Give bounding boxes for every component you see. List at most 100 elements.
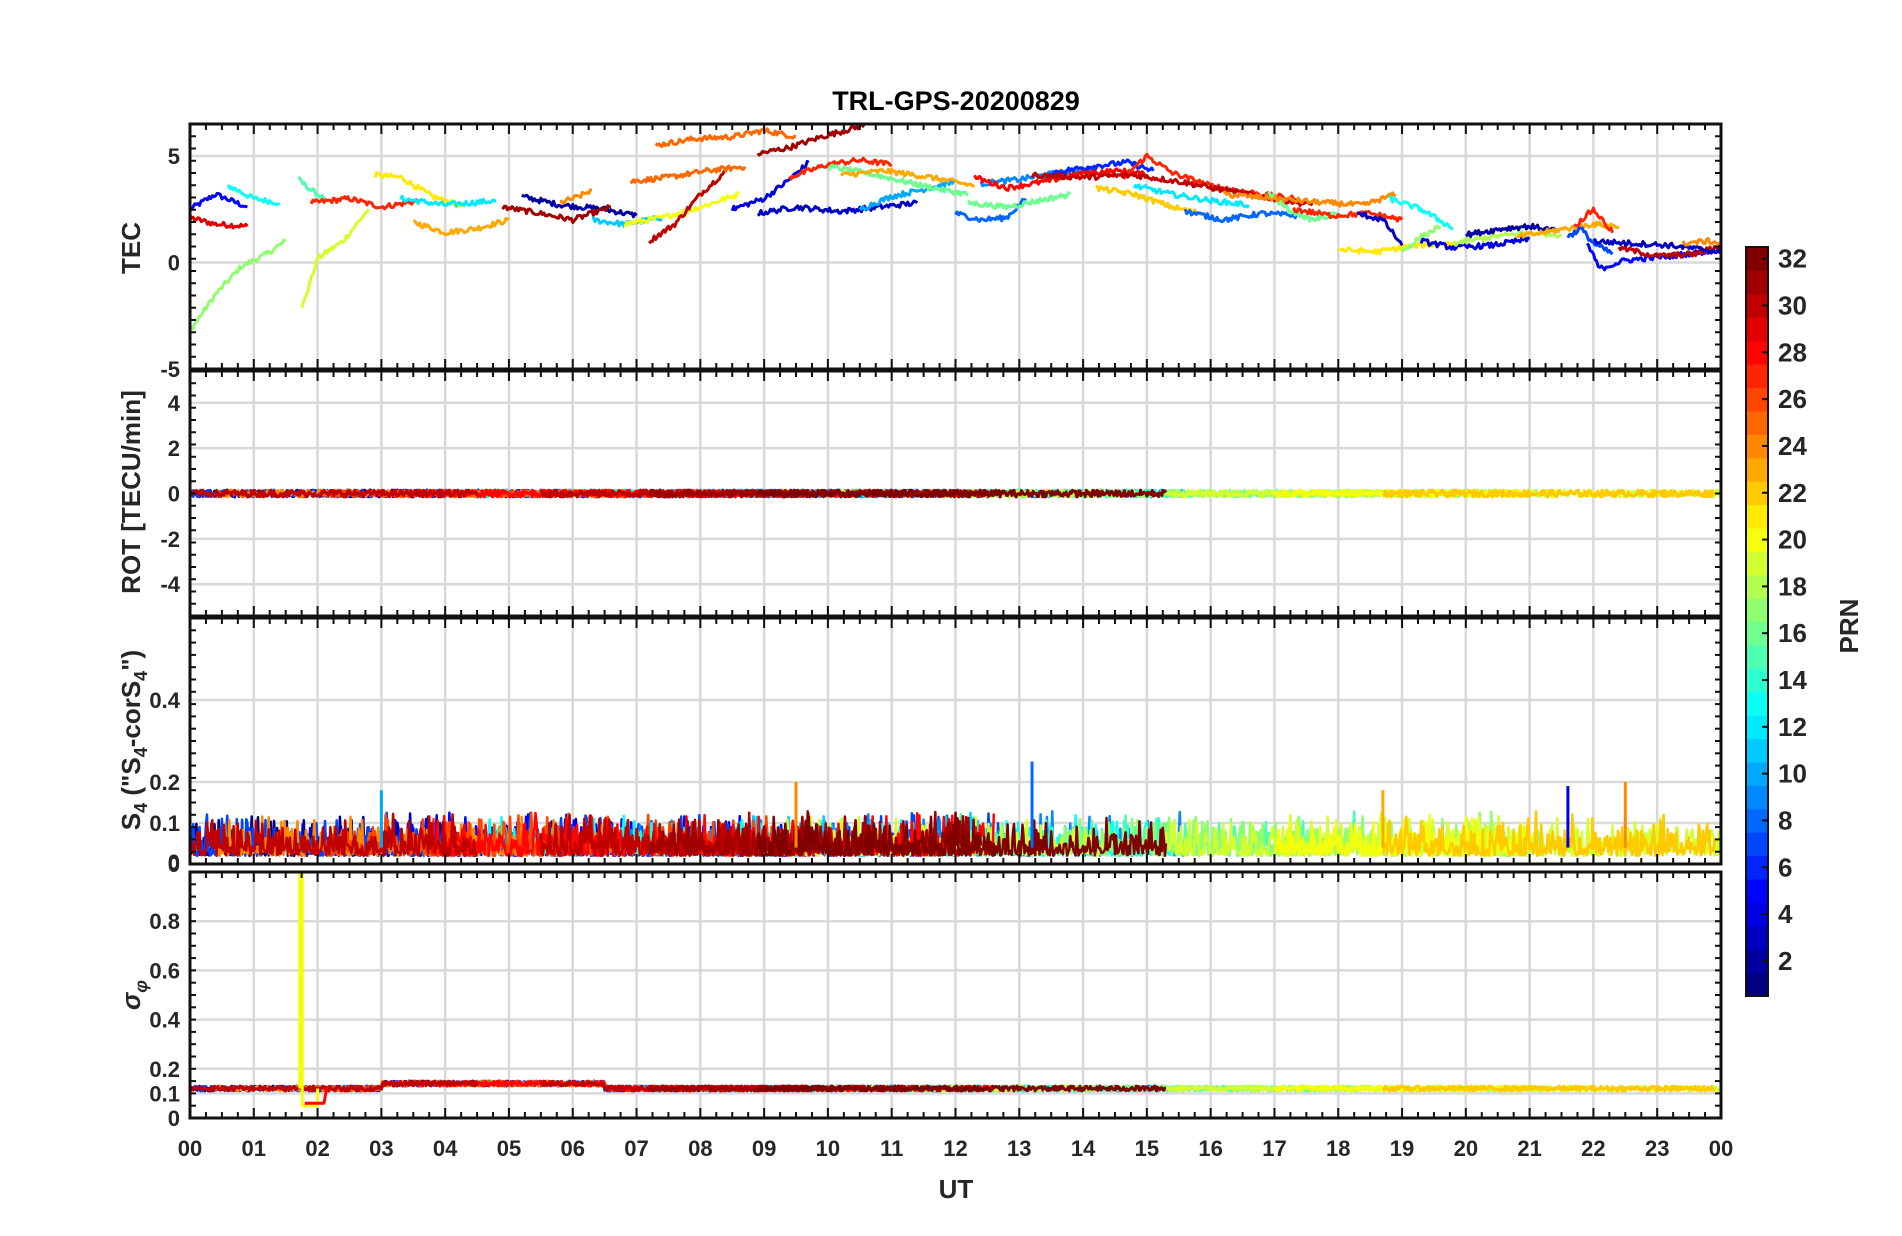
colorbar-tick-label: 28 <box>1778 337 1807 367</box>
series-layer <box>190 872 1721 1108</box>
x-tick-label: 08 <box>688 1136 712 1161</box>
x-tick-label: 17 <box>1262 1136 1286 1161</box>
colorbar-tick-label: 24 <box>1778 431 1807 461</box>
colorbar-tick-label: 22 <box>1778 478 1807 508</box>
y-tick-label: 0.6 <box>149 958 180 983</box>
colorbar-tick-label: 30 <box>1778 291 1807 321</box>
y-tick-label: 0 <box>168 482 180 507</box>
tec-series-prn-30 <box>648 169 727 245</box>
colorbar-band <box>1746 293 1768 318</box>
y-tick-label: 0.1 <box>149 811 180 836</box>
y-tick-label: 0.2 <box>149 1057 180 1082</box>
colorbar-tick-label: 18 <box>1778 571 1807 601</box>
colorbar-band <box>1746 598 1768 623</box>
panel-s4: 000.10.20.4 <box>149 616 1723 877</box>
y-tick-label: -2 <box>160 527 180 552</box>
y-tick-label: 0.4 <box>149 688 180 713</box>
tec-series-prn-29 <box>190 214 249 230</box>
colorbar-band <box>1746 832 1768 857</box>
tec-series-prn-23 <box>840 167 975 188</box>
tec-series-prn-8 <box>1183 208 1301 224</box>
tec-series-prn-28 <box>973 167 1149 192</box>
rot-series-prn-32 <box>756 488 1168 499</box>
colorbar-tick-label: 8 <box>1778 805 1792 835</box>
colorbar-band <box>1746 457 1768 482</box>
sigma-phi-dip-prn-28 <box>304 1085 329 1105</box>
tec-series-prn-17 <box>190 238 287 331</box>
x-tick-label: 14 <box>1071 1136 1096 1161</box>
colorbar-tick-label: 10 <box>1778 759 1807 789</box>
colorbar-label: PRN <box>1834 599 1864 654</box>
sigma_phi-series-prn-32 <box>757 1084 1167 1093</box>
tec-series-prn-7 <box>1566 226 1614 256</box>
colorbar-band <box>1746 878 1768 903</box>
colorbar-band <box>1746 691 1768 716</box>
y-tick-label: -4 <box>160 572 180 597</box>
x-tick-label: 10 <box>816 1136 840 1161</box>
tec-series-prn-25 <box>654 127 797 148</box>
colorbar-band <box>1746 785 1768 810</box>
tec-series-prn-27 <box>309 195 421 211</box>
tec-series-prn-8 <box>954 197 1027 223</box>
x-tick-label: 20 <box>1454 1136 1478 1161</box>
tec-series-prn-24 <box>1222 190 1397 208</box>
colorbar-band <box>1746 972 1768 997</box>
panel-rot: -4 -2 0 2 4 <box>160 369 1723 618</box>
rot-y-label: ROT [TECU/min] <box>116 390 146 594</box>
colorbar-tick-label: 32 <box>1778 244 1807 274</box>
axis-ticks <box>189 370 1722 617</box>
tec-series-prn-16 <box>827 163 969 197</box>
tec-series-prn-3 <box>756 199 919 217</box>
x-tick-label: 11 <box>880 1136 903 1161</box>
x-tick-label: 01 <box>242 1136 266 1161</box>
x-tick-label: 09 <box>752 1136 776 1161</box>
grid <box>190 872 1721 1118</box>
tec-series-prn-16 <box>1267 190 1340 223</box>
colorbar-band <box>1746 761 1768 786</box>
tec-series-prn-19 <box>300 208 370 309</box>
y-tick-label: 0 <box>168 250 180 275</box>
y-tick-label: 0 <box>168 850 180 875</box>
s4-series-prn-32 <box>756 811 1168 858</box>
tec-series-prn-17 <box>1400 224 1442 253</box>
x-tick-label: 06 <box>561 1136 585 1161</box>
y-tick-label: -5 <box>160 357 180 382</box>
colorbar-tick-label: 2 <box>1778 946 1792 976</box>
colorbar-band <box>1746 364 1768 389</box>
s4-series-prn-30 <box>190 812 479 857</box>
x-tick-label: 05 <box>497 1136 521 1161</box>
colorbar-band <box>1746 247 1768 272</box>
colorbar-tick-label: 20 <box>1778 525 1807 555</box>
colorbar-band <box>1746 621 1768 646</box>
s4-series-prn-22 <box>1381 809 1716 858</box>
tec-series-prn-3 <box>1356 211 1404 247</box>
tec-series-prn-27 <box>1292 207 1404 223</box>
tec-series-prn-15 <box>297 175 326 200</box>
x-tick-label: 04 <box>433 1136 458 1161</box>
y-tick-label: 0.8 <box>149 909 180 934</box>
colorbar-tick-label: 6 <box>1778 852 1792 882</box>
panel-sigma_phi: 00.10.2 0.4 0.6 0.8 <box>149 870 1723 1131</box>
panel-tec: -5 0 5 <box>160 122 1723 382</box>
x-tick-label: 22 <box>1581 1136 1605 1161</box>
axis-ticks <box>189 617 1722 865</box>
colorbar-band <box>1746 504 1768 529</box>
x-tick-label: 16 <box>1198 1136 1222 1161</box>
tec-series-prn-16 <box>966 191 1072 211</box>
rot-series-prn-22 <box>1382 488 1716 499</box>
y-tick-label: 0 <box>168 852 180 877</box>
sigma-phi-y-label: σφ <box>116 980 151 1010</box>
colorbar-band <box>1746 551 1768 576</box>
y-tick-label: 0 <box>168 1106 180 1131</box>
s4-y-label: S4 ("S4-corS4") <box>116 650 151 830</box>
y-tick-label: 5 <box>168 144 180 169</box>
y-tick-label: 2 <box>168 436 180 461</box>
y-tick-label: 0.1 <box>149 1081 180 1106</box>
tec-series-prn-12 <box>399 194 497 208</box>
colorbar-band <box>1746 738 1768 763</box>
colorbar-band <box>1746 574 1768 599</box>
colorbar-band <box>1746 808 1768 833</box>
colorbar-band <box>1746 855 1768 880</box>
